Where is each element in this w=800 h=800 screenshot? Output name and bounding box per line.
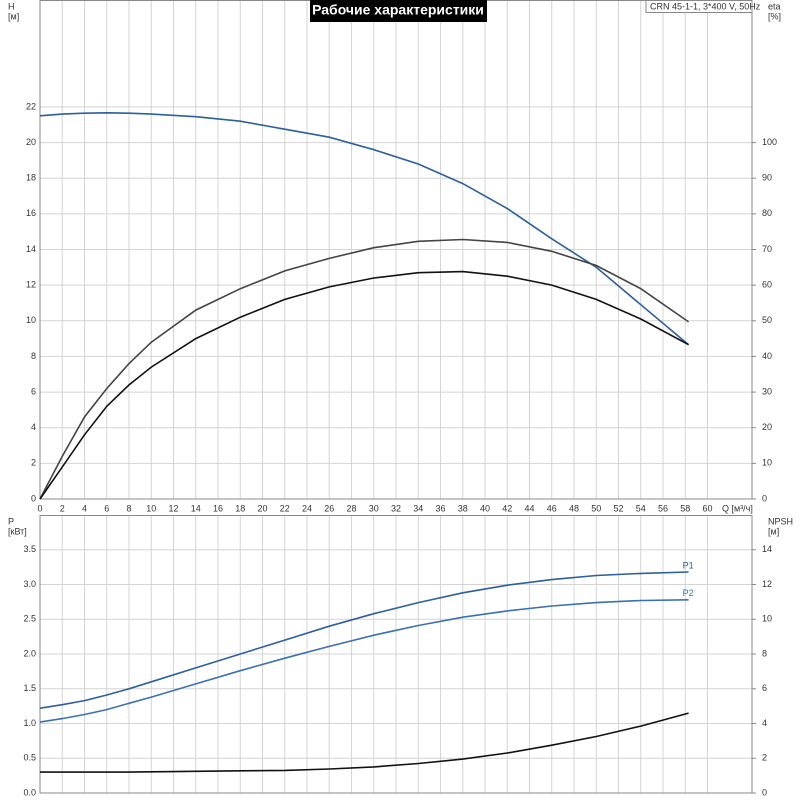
x-tick-label: 28: [346, 503, 356, 513]
y2-tick-label: 0: [762, 493, 767, 503]
y-tick-label: 2: [31, 458, 36, 468]
y2-tick-label: 100: [762, 137, 777, 147]
y-tick-label: 8: [31, 351, 36, 361]
y2-tick-label: 12: [762, 579, 772, 589]
chart-title: Рабочие характеристики: [312, 2, 484, 18]
y-axis-label: P: [8, 516, 14, 526]
curve-label: P2: [683, 588, 694, 598]
y2-tick-label: 30: [762, 386, 772, 396]
x-tick-label: 16: [213, 503, 223, 513]
y2-tick-label: 90: [762, 173, 772, 183]
y2-tick-label: 10: [762, 614, 772, 624]
x-tick-label: 2: [60, 503, 65, 513]
y-tick-label: 2.5: [23, 614, 36, 624]
y2-axis-unit: [м]: [768, 526, 779, 536]
x-tick-label: 24: [302, 503, 312, 513]
y-tick-label: 12: [26, 280, 36, 290]
y-tick-label: 18: [26, 173, 36, 183]
y2-tick-label: 50: [762, 315, 772, 325]
y2-tick-label: 6: [762, 683, 767, 693]
curve: [39, 111, 690, 346]
x-tick-label: 36: [435, 503, 445, 513]
y2-tick-label: 2: [762, 753, 767, 763]
x-tick-label: 6: [104, 503, 109, 513]
y2-tick-label: 40: [762, 351, 772, 361]
y2-tick-label: 60: [762, 280, 772, 290]
x-tick-label: 0: [37, 503, 42, 513]
y2-tick-label: 4: [762, 718, 767, 728]
y-tick-label: 0.0: [23, 787, 36, 797]
x-tick-label: 20: [257, 503, 267, 513]
x-tick-label: 50: [591, 503, 601, 513]
y-tick-label: 0: [31, 493, 36, 503]
y-tick-label: 0.5: [23, 753, 36, 763]
y-tick-label: 2.0: [23, 648, 36, 658]
y-axis-unit: [кВт]: [8, 526, 27, 536]
curve-label: P1: [683, 560, 694, 570]
x-tick-label: 10: [146, 503, 156, 513]
y2-tick-label: 8: [762, 648, 767, 658]
chart-subtitle: CRN 45-1-1, 3*400 V, 50Hz: [650, 1, 761, 11]
y-axis-unit: [м]: [8, 11, 19, 21]
curve: [39, 571, 689, 709]
y-tick-label: 14: [26, 244, 36, 254]
y2-axis-unit: [%]: [768, 11, 781, 21]
plot-frame: [39, 515, 753, 794]
x-tick-label: 58: [680, 503, 690, 513]
y2-tick-label: 14: [762, 544, 772, 554]
x-tick-label: 26: [324, 503, 334, 513]
x-tick-label: 52: [613, 503, 623, 513]
x-tick-label: 54: [636, 503, 646, 513]
x-tick-label: 48: [569, 503, 579, 513]
subtitle-box: [645, 0, 753, 13]
y2-tick-label: 20: [762, 422, 772, 432]
curve: [39, 599, 689, 723]
x-tick-label: 44: [524, 503, 534, 513]
curve: [39, 238, 690, 500]
y-tick-label: 1.0: [23, 718, 36, 728]
y2-tick-label: 0: [762, 787, 767, 797]
y-tick-label: 20: [26, 137, 36, 147]
x-tick-label: 42: [502, 503, 512, 513]
x-tick-label: 8: [126, 503, 131, 513]
x-tick-label: 46: [547, 503, 557, 513]
y2-tick-label: 10: [762, 458, 772, 468]
x-tick-label: 32: [391, 503, 401, 513]
x-axis-label: Q [м³/ч]: [722, 503, 753, 513]
y-tick-label: 6: [31, 386, 36, 396]
y-tick-label: 4: [31, 422, 36, 432]
x-tick-label: 14: [191, 503, 201, 513]
y2-axis-label: NPSH: [768, 516, 793, 526]
y-tick-label: 3.5: [23, 544, 36, 554]
y2-tick-label: 70: [762, 244, 772, 254]
title-box: [310, 0, 487, 22]
curve: [39, 270, 689, 500]
y2-axis-label: eta: [768, 1, 781, 11]
x-tick-label: 60: [702, 503, 712, 513]
curve: [40, 712, 689, 773]
y-tick-label: 3.0: [23, 579, 36, 589]
y-tick-label: 1.5: [23, 683, 36, 693]
x-tick-label: 4: [82, 503, 87, 513]
x-tick-label: 12: [168, 503, 178, 513]
x-tick-label: 38: [458, 503, 468, 513]
x-tick-label: 30: [369, 503, 379, 513]
x-tick-label: 22: [280, 503, 290, 513]
y-axis-label: H: [8, 1, 15, 11]
x-tick-label: 56: [658, 503, 668, 513]
y-tick-label: 10: [26, 315, 36, 325]
x-tick-label: 18: [235, 503, 245, 513]
y2-tick-label: 80: [762, 208, 772, 218]
x-tick-label: 34: [413, 503, 423, 513]
y-tick-label: 16: [26, 208, 36, 218]
y-tick-label: 22: [26, 101, 36, 111]
x-tick-label: 40: [480, 503, 490, 513]
